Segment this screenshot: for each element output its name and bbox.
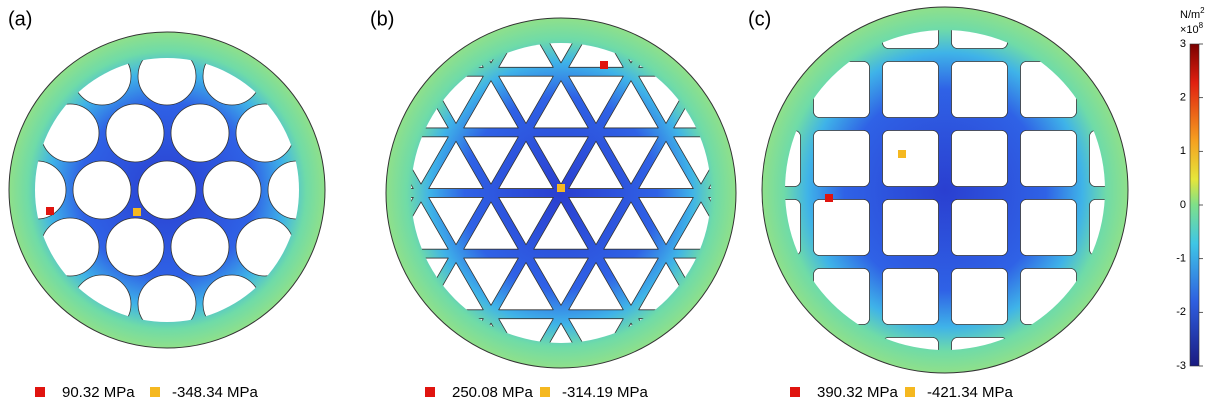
hole (883, 200, 939, 256)
hole (289, 20, 344, 67)
legend-max: 90.32 MPa (62, 384, 135, 401)
min-marker (898, 150, 906, 158)
hole (394, 16, 449, 63)
legend-min: -421.34 MPa (927, 384, 1014, 401)
hole (744, 323, 799, 370)
hole (171, 104, 229, 162)
tick-label: 0 (1180, 199, 1186, 211)
hole (73, 161, 131, 219)
hole (1090, 338, 1146, 394)
tick-label: 1 (1180, 145, 1186, 157)
hole (952, 62, 1008, 118)
hole (106, 104, 164, 162)
hole (952, 131, 1008, 187)
hole (674, 323, 729, 370)
hole (883, 62, 939, 118)
hole (883, 131, 939, 187)
hole (709, 319, 764, 366)
legend-max-swatch (35, 387, 45, 397)
hole (324, 258, 379, 305)
panel-label: (b) (370, 8, 394, 30)
hole (1021, 200, 1077, 256)
hole (106, 218, 164, 276)
hole (814, 200, 870, 256)
colorbar-unit: N/m2 (1180, 6, 1205, 21)
min-marker (133, 208, 141, 216)
legend-max-swatch (425, 387, 435, 397)
colorbar (1190, 44, 1199, 366)
hole (952, 269, 1008, 325)
legend-max: 390.32 MPa (817, 384, 899, 401)
hole (138, 161, 196, 219)
scale: ×10 (1180, 24, 1199, 36)
max-marker (600, 61, 608, 69)
legend-min-swatch (540, 387, 550, 397)
legend-min: -348.34 MPa (172, 384, 259, 401)
unit-exp: 2 (1200, 6, 1205, 15)
disk (762, 7, 1128, 373)
hole (324, 323, 379, 370)
tick-label: -3 (1176, 360, 1186, 372)
legend-min-swatch (150, 387, 160, 397)
hole (324, 137, 379, 184)
legend-min: -314.19 MPa (562, 384, 649, 401)
tick-label: -2 (1176, 306, 1186, 318)
legend-max-swatch (790, 387, 800, 397)
figure: (a) 90.32 MPa -348.34 MPa (b) 250.08 MPa -314… (0, 0, 1209, 408)
hole (394, 323, 449, 370)
tick-label: -1 (1176, 253, 1186, 265)
max-marker (46, 207, 54, 215)
hole (254, 323, 309, 370)
hole (171, 218, 229, 276)
hole (1021, 131, 1077, 187)
legend-max: 250.08 MPa (452, 384, 534, 401)
hole (359, 319, 414, 366)
hole (1090, 0, 1146, 49)
scale-exp: 8 (1199, 21, 1204, 30)
hole (289, 319, 344, 366)
colorbar-scale: ×108 (1180, 21, 1204, 36)
hole (952, 200, 1008, 256)
tick-label: 3 (1180, 38, 1186, 50)
hole (745, 338, 801, 394)
panel: (c) 390.32 MPa -421.34 MPa (745, 0, 1146, 401)
hole (203, 161, 261, 219)
panel-label: (a) (8, 8, 32, 30)
panels: (a) 90.32 MPa -348.34 MPa (b) 250.08 MPa -314… (8, 0, 1146, 401)
min-marker (557, 184, 565, 192)
disk (386, 18, 736, 368)
hole (324, 81, 379, 128)
hole (814, 131, 870, 187)
panel-label: (c) (748, 8, 771, 30)
unit: N/m (1180, 9, 1200, 21)
panel: (a) 90.32 MPa -348.34 MPa (8, 8, 326, 401)
tick-label: 2 (1180, 92, 1186, 104)
legend-min-swatch (905, 387, 915, 397)
hole (674, 16, 729, 63)
max-marker (825, 194, 833, 202)
hole (883, 269, 939, 325)
hole (324, 202, 379, 249)
